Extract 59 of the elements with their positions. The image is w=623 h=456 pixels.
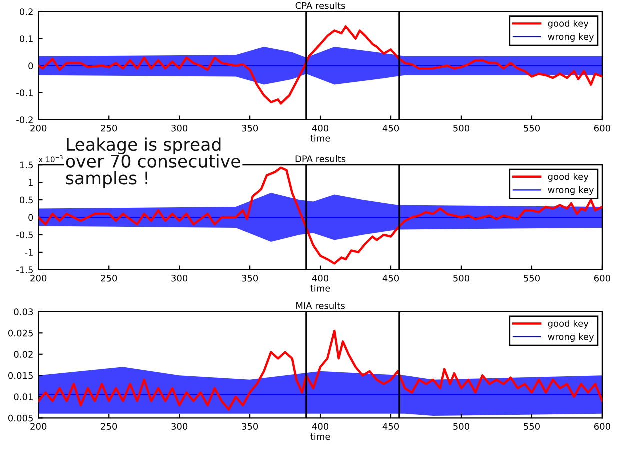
legend-label: good key	[548, 320, 589, 329]
x-tick-label: 350	[242, 274, 258, 282]
x-tick-label: 550	[524, 423, 540, 430]
x-axis-title: time	[310, 433, 330, 440]
x-tick-label: 300	[172, 124, 188, 132]
legend-label: good key	[548, 20, 589, 29]
y-tick-label: 0.005	[8, 414, 33, 422]
x-tick-label: 400	[312, 423, 329, 430]
x-axis-title: time	[310, 134, 330, 142]
x-tick-label: 400	[312, 274, 329, 282]
x-tick-label: 250	[101, 274, 118, 282]
legend-label: good key	[548, 173, 589, 182]
x-tick-label: 350	[242, 423, 258, 430]
y-tick-label: 0.2	[20, 8, 33, 16]
x-tick-label: 250	[101, 124, 118, 132]
legend-label: wrong key	[548, 333, 594, 342]
legend-label: wrong key	[548, 33, 594, 42]
y-tick-label: 0	[28, 214, 34, 222]
y-tick-label: 1.5	[20, 162, 33, 169]
x-tick-label: 550	[524, 124, 540, 132]
x-tick-label: 550	[524, 274, 540, 282]
x-tick-label: 400	[312, 124, 329, 132]
x-tick-label: 450	[382, 274, 400, 282]
x-axis-title: time	[310, 284, 330, 292]
x-tick-label: 500	[454, 274, 470, 282]
y-tick-label: 0.1	[20, 36, 33, 42]
y-tick-label: 0.03	[14, 308, 34, 316]
chart-title: CPA results	[296, 2, 346, 10]
x-tick-label: 600	[594, 423, 610, 430]
x-tick-label: 450	[382, 124, 400, 132]
x-tick-label: 350	[242, 124, 258, 132]
y-tick-label: -1	[25, 249, 33, 256]
y-tick-label: -0.1	[16, 90, 33, 96]
x-tick-label: 450	[382, 423, 400, 430]
y-tick-label: -0.5	[16, 232, 33, 239]
y-tick-label: -0.2	[16, 116, 33, 124]
x-tick-label: 250	[101, 423, 118, 430]
x-tick-label: 200	[30, 124, 47, 132]
y-tick-label: 0.02	[14, 351, 33, 358]
x-tick-label: 300	[172, 274, 188, 282]
x-tick-label: 300	[172, 423, 188, 430]
y-tick-label: 0.015	[8, 372, 33, 380]
x-tick-label: 200	[30, 423, 47, 430]
y-tick-label: 0.025	[8, 330, 33, 337]
x-tick-label: 200	[30, 274, 47, 282]
x-tick-label: 500	[454, 124, 470, 132]
x-tick-label: 600	[594, 124, 610, 132]
line-series	[38, 330, 602, 411]
chart-title: DPA results	[296, 155, 346, 162]
legend-label: wrong key	[548, 186, 594, 196]
y-tick-label: 0.5	[20, 196, 33, 204]
x-tick-label: 600	[594, 274, 610, 282]
x-tick-label: 500	[454, 423, 470, 430]
chart-title: MIA results	[296, 302, 345, 310]
y-tick-label: 0	[28, 62, 34, 70]
annotation: Leakage is spread over 70 consecutive samples !	[66, 138, 240, 188]
y-tick-label: -1.5	[16, 266, 33, 274]
y-tick-label: 1	[29, 179, 33, 186]
y-tick-label: 0.01	[14, 394, 33, 400]
